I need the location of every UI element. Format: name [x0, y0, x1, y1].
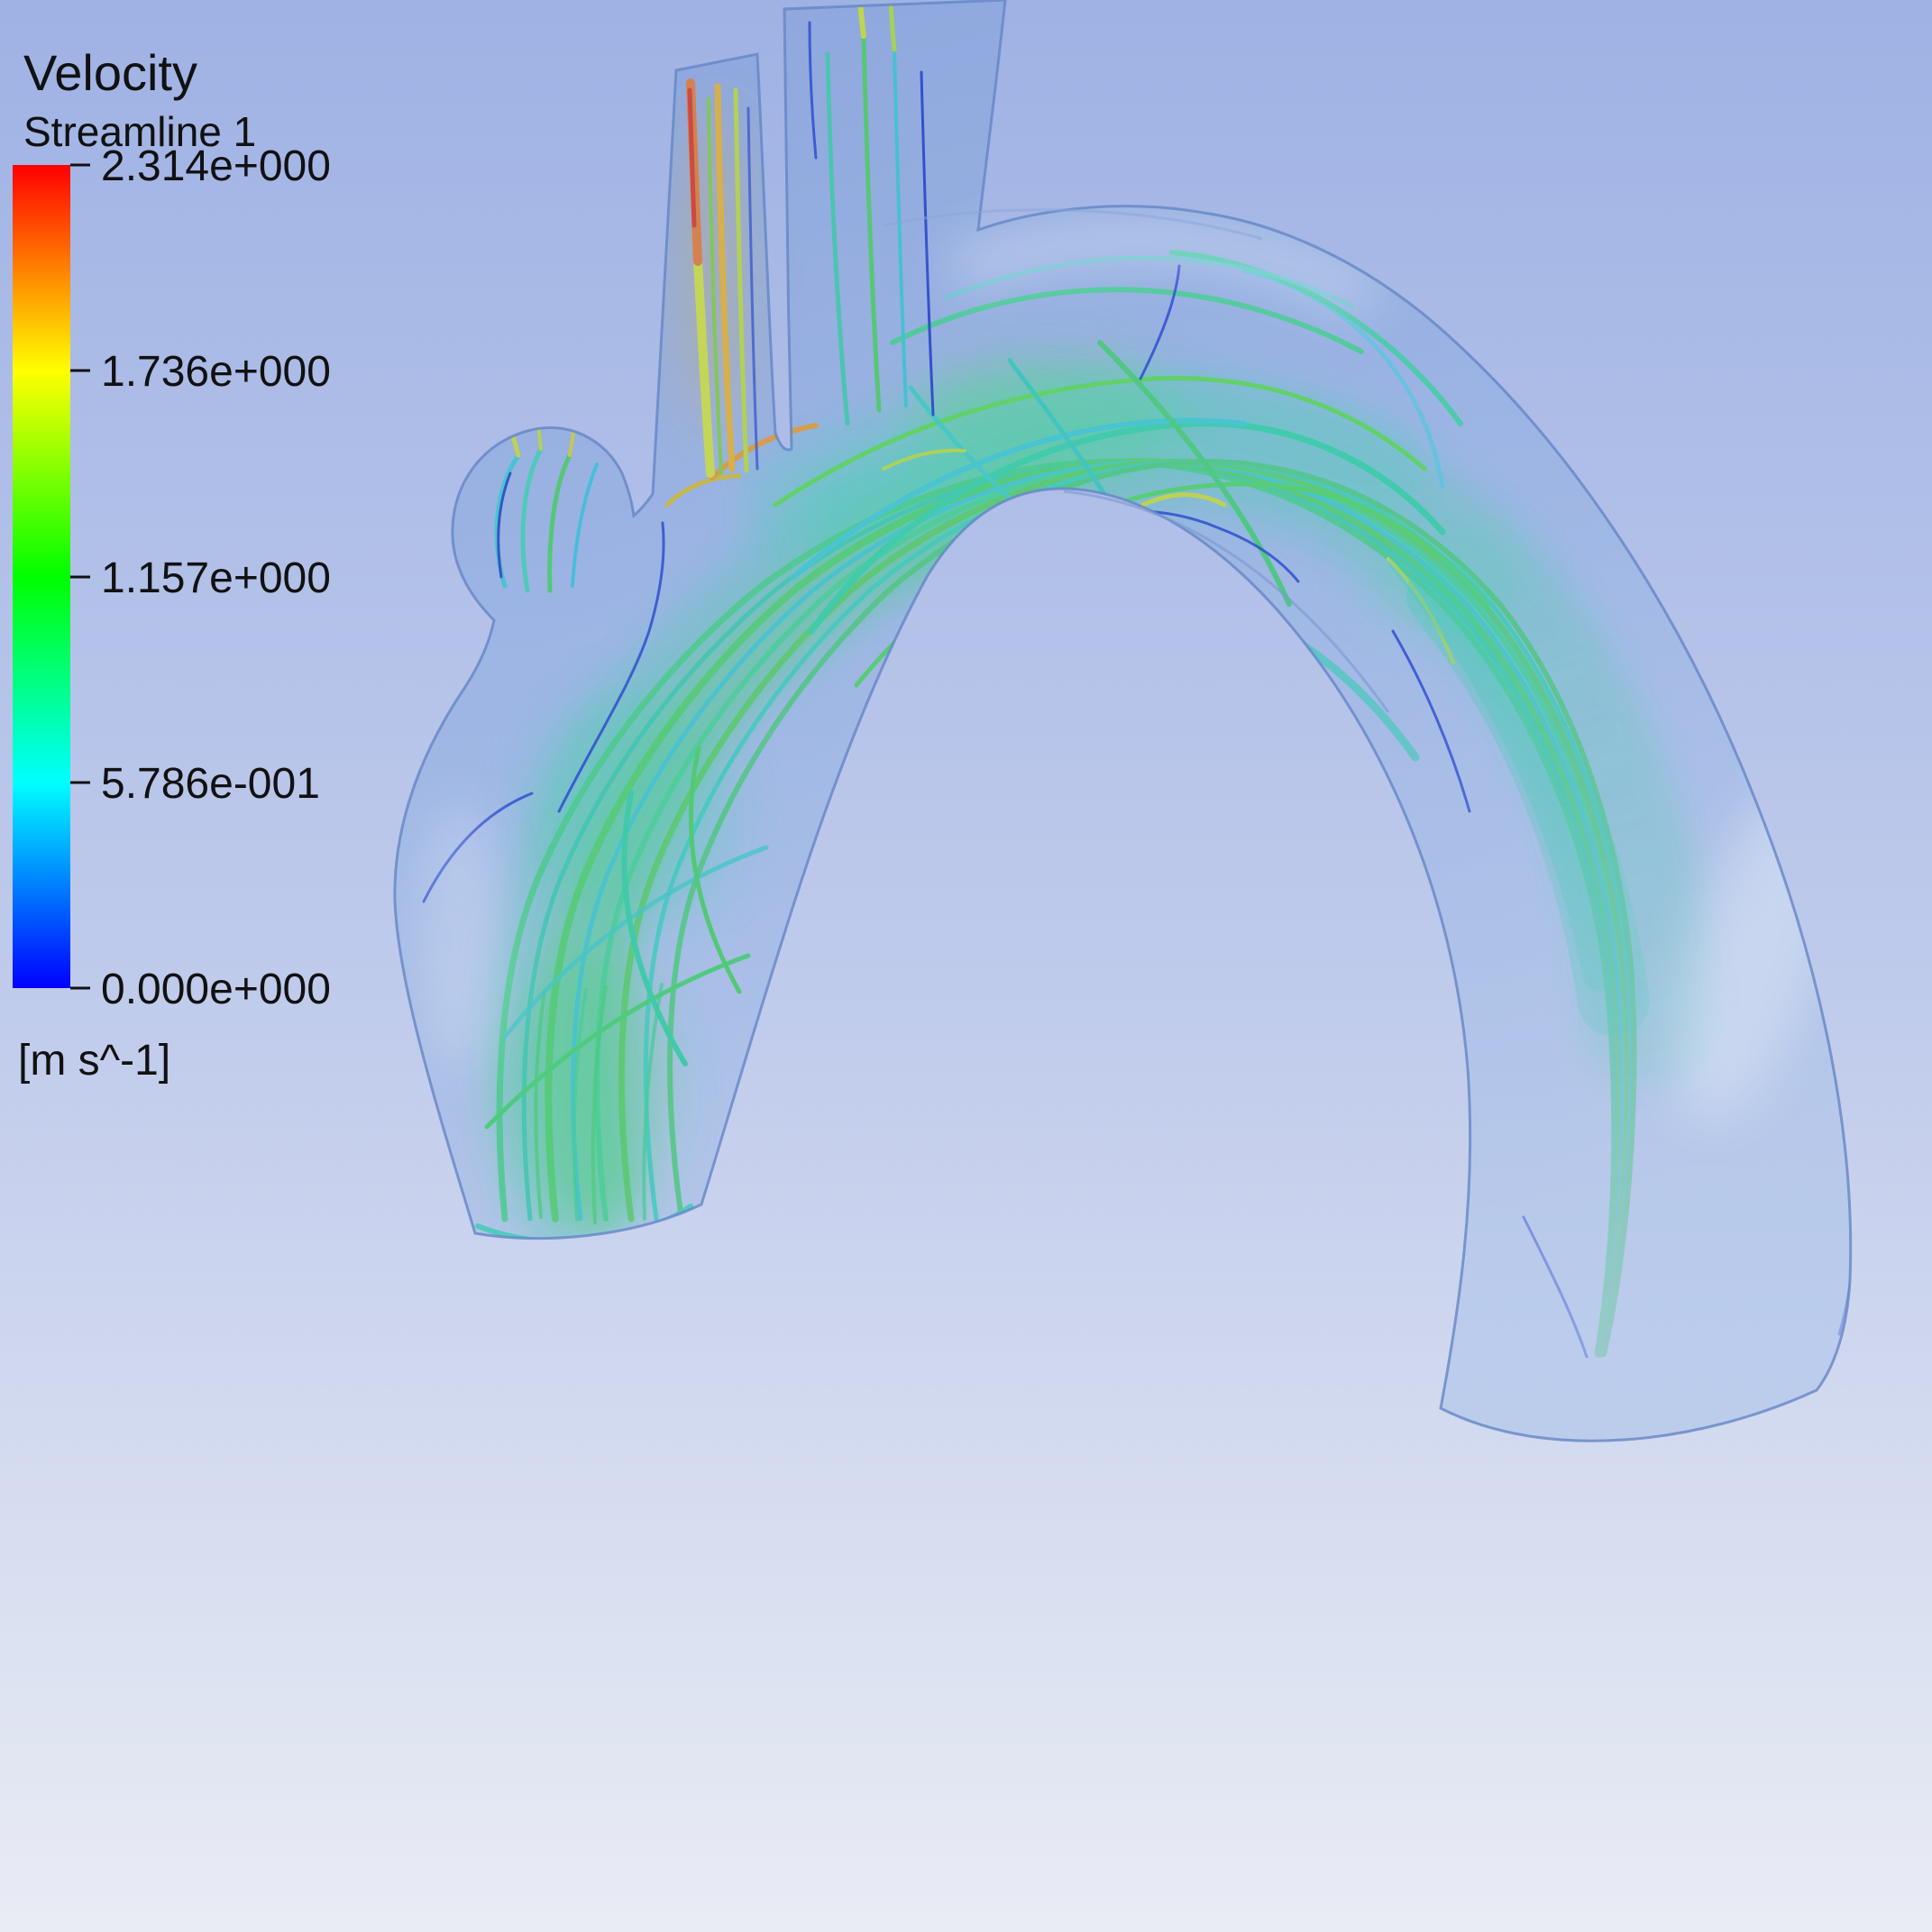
legend-subtitle: Streamline 1	[23, 108, 256, 155]
sheen-arch	[949, 221, 1379, 314]
colorbar-tick-label: 1.157e+000	[101, 554, 331, 602]
colorbar-tick-label: 0.000e+000	[101, 966, 331, 1013]
colorbar-tick-label: 5.786e-001	[101, 760, 320, 808]
colorbar-tick-label: 1.736e+000	[101, 348, 331, 396]
wall-inner-contour	[1063, 490, 1390, 713]
legend-unit-label: [m s^-1]	[18, 1037, 170, 1085]
legend-title: Velocity	[23, 44, 197, 101]
colorbar-tick-label: 2.314e+000	[101, 142, 331, 190]
colorbar-ticks	[70, 163, 90, 990]
wall-inner-contour	[883, 208, 1263, 241]
colorbar-legend: Velocity Streamline 1 2.314e+000 1.736e+…	[13, 44, 331, 1085]
sheen-ascending	[419, 802, 500, 1073]
colorbar	[13, 165, 70, 988]
